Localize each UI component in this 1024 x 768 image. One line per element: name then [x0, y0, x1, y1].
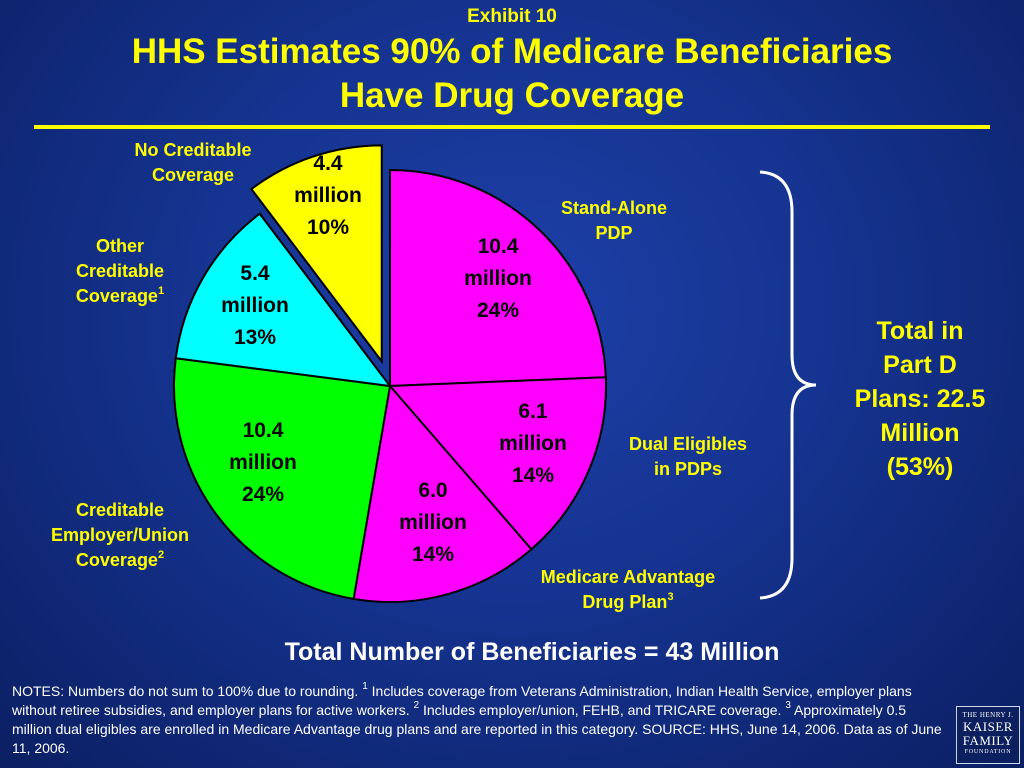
slice-category-label-3: Medicare Advantage Drug Plan3 — [541, 567, 715, 612]
slice-value-label-3: 6.0 million 14% — [399, 479, 467, 566]
slice-value-label-4: 10.4 million 24% — [229, 419, 297, 506]
slice-value-label-5: 5.4 million 13% — [221, 262, 289, 349]
pie-chart: 10.4 million 24% Stand-Alone PDP 6.1 million 14… — [51, 140, 986, 612]
title-line-2: Have Drug Coverage — [339, 76, 685, 115]
slice-category-label-6: No Creditable Coverage — [134, 140, 251, 185]
pie-slice-3 — [352, 383, 533, 603]
pie-slice-2 — [387, 376, 607, 551]
pie-slice-6 — [250, 144, 383, 365]
exhibit-label: Exhibit 10 — [467, 6, 557, 27]
title-line-1: HHS Estimates 90% of Medicare Beneficiar… — [131, 32, 893, 71]
slice-category-label-4: Creditable Employer/Union Coverage2 — [51, 500, 189, 570]
pie-slice-5 — [174, 212, 393, 388]
slice-category-label-2: Dual Eligibles in PDPs — [629, 434, 747, 479]
slice-value-label-1: 10.4 million 24% — [464, 235, 532, 322]
total-beneficiaries: Total Number of Beneficiaries = 43 Milli… — [284, 638, 780, 666]
notes: NOTES: Numbers do not sum to 100% due to… — [12, 681, 942, 757]
pie-slice-4 — [173, 357, 392, 601]
part-d-total-label: Total in Part D Plans: 22.5 Million (53%) — [855, 317, 986, 481]
slice-value-label-2: 6.1 million 14% — [499, 400, 567, 487]
slice-category-label-5: Other Creditable Coverage1 — [76, 236, 164, 306]
slice-category-label-1: Stand-Alone PDP — [561, 198, 667, 243]
part-d-bracket — [759, 170, 817, 600]
kaiser-family-foundation-logo: THE HENRY J. KAISER FAMILY FOUNDATION — [956, 706, 1020, 764]
pie-slice-1 — [389, 168, 607, 388]
chart-title: HHS Estimates 90% of Medicare Beneficiar… — [0, 30, 1024, 118]
title-underline — [34, 125, 990, 129]
slice-value-label-6: 4.4 million 10% — [294, 152, 362, 239]
